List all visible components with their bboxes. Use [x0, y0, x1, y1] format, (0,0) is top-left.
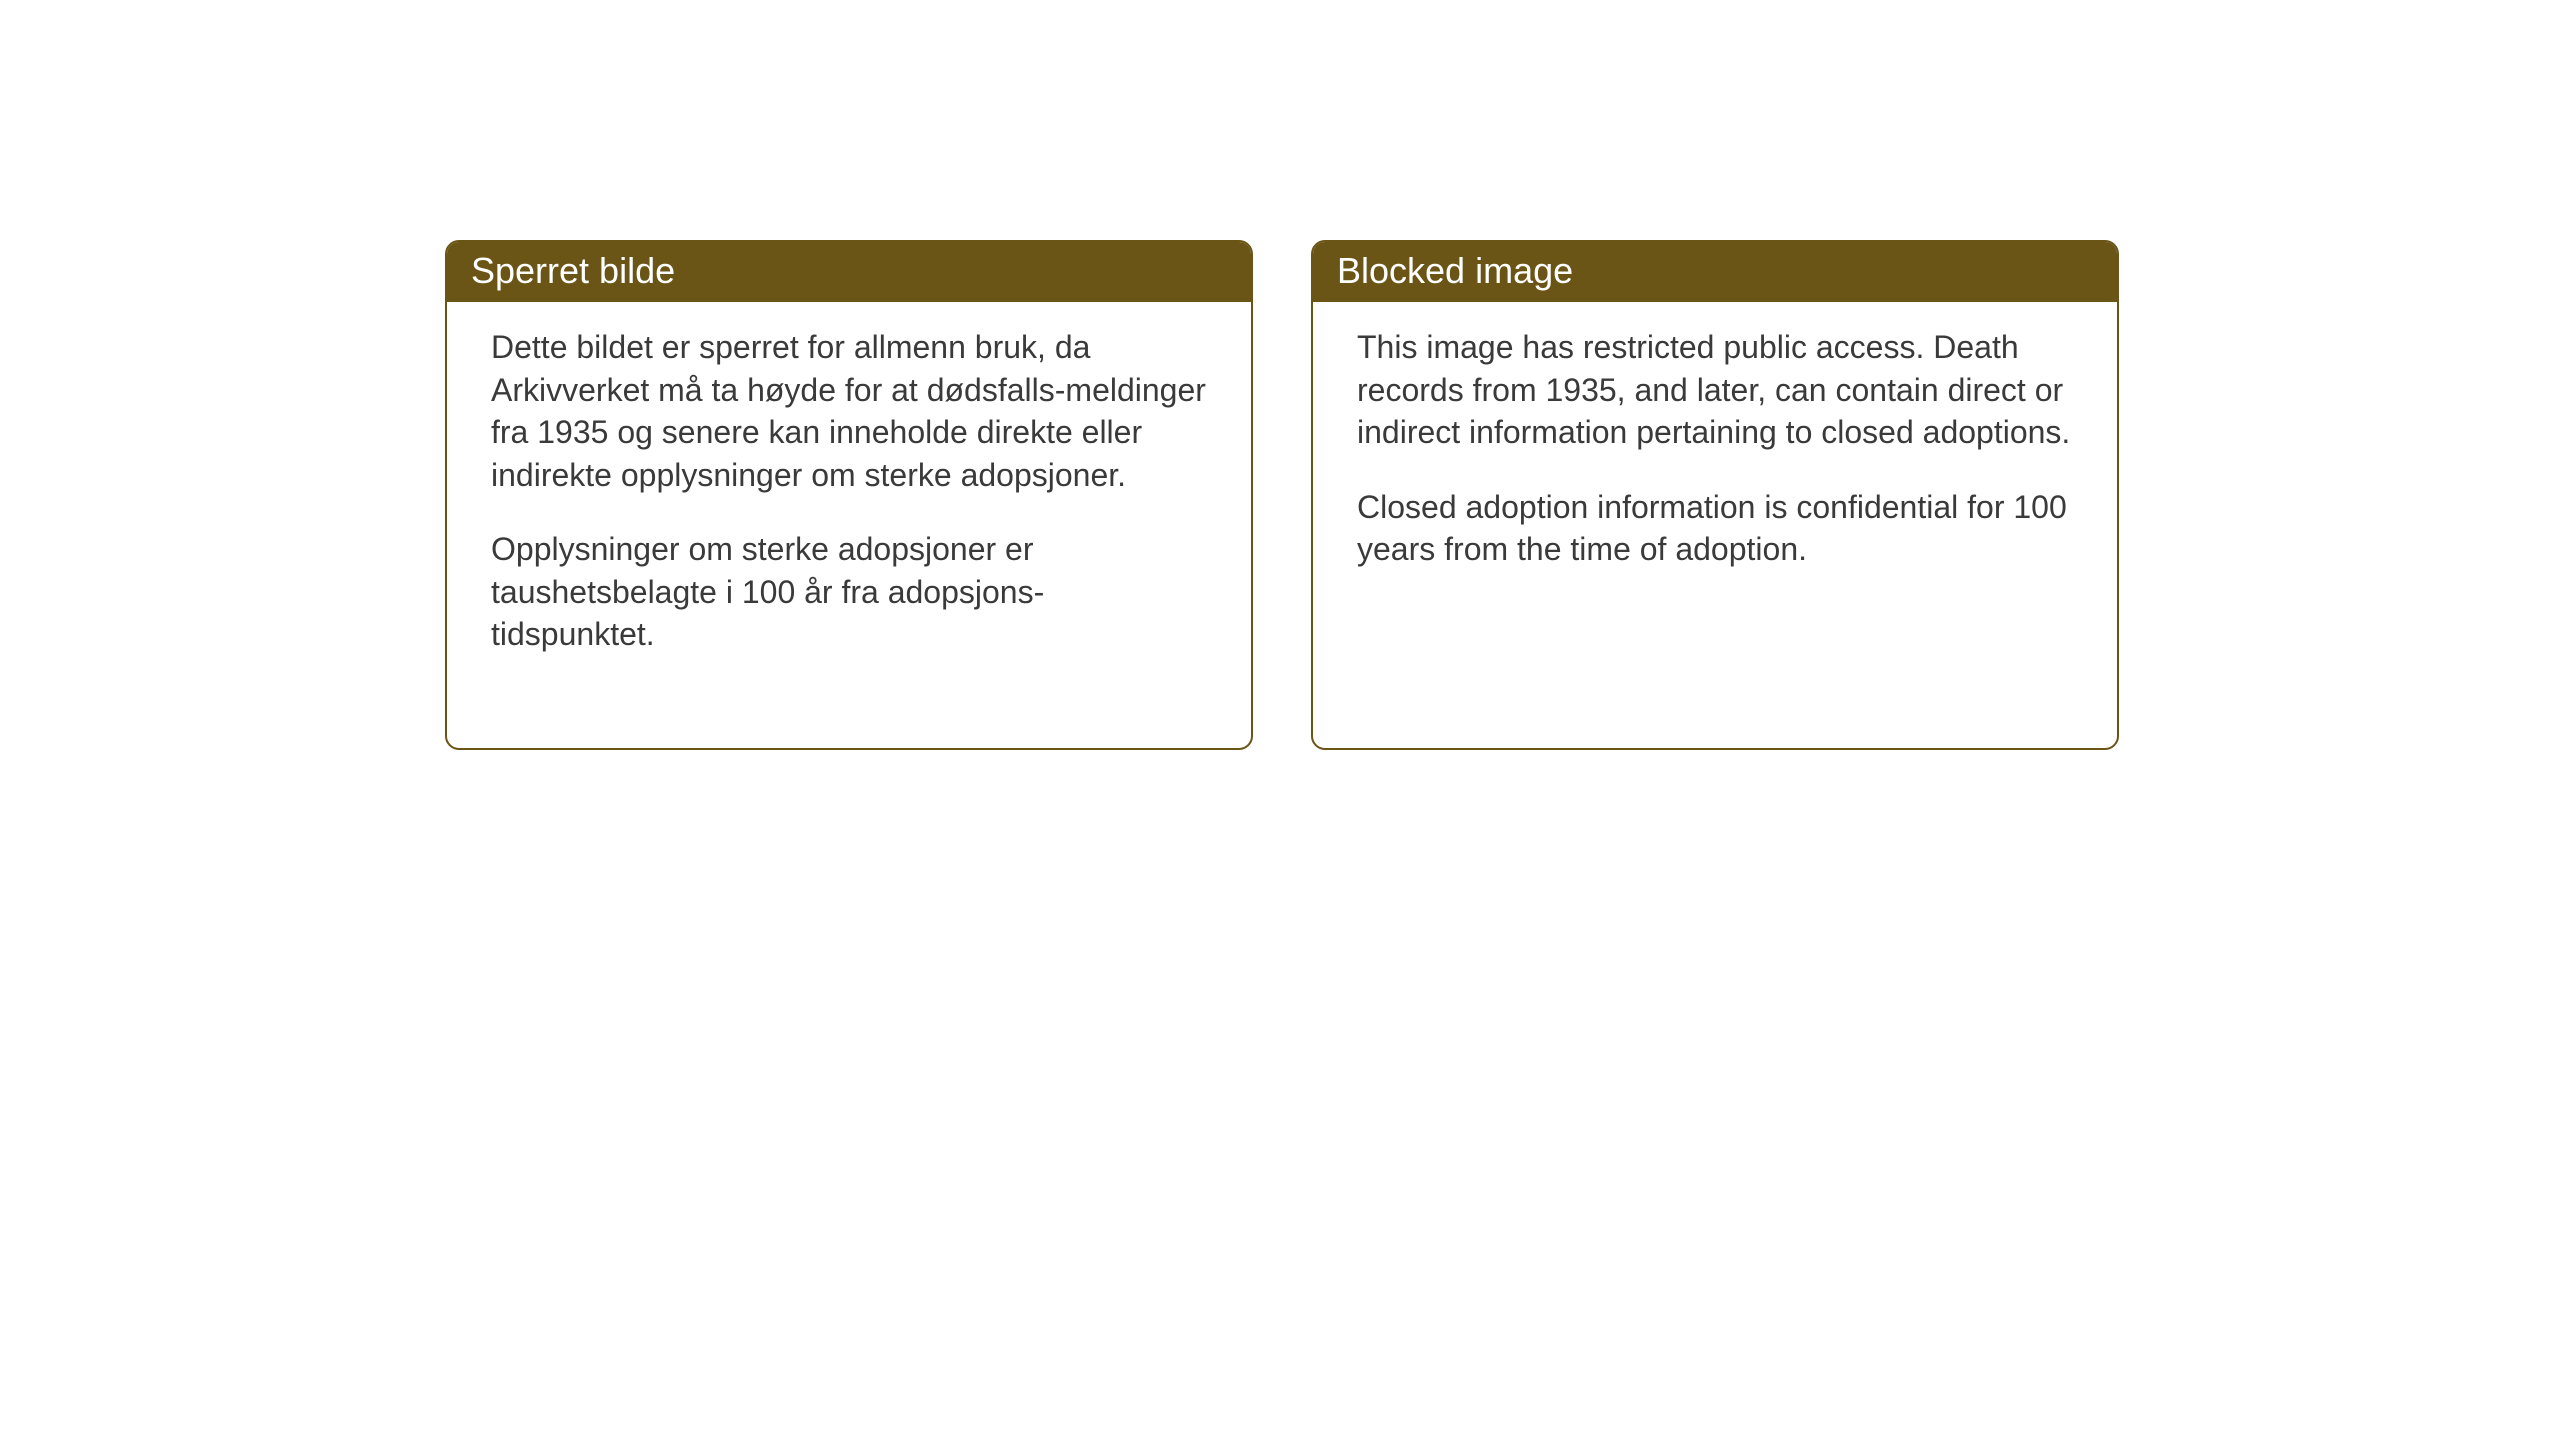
notice-header-english: Blocked image	[1313, 242, 2117, 302]
notice-paragraph-1-norwegian: Dette bildet er sperret for allmenn bruk…	[491, 326, 1207, 496]
notice-paragraph-2-english: Closed adoption information is confident…	[1357, 486, 2073, 571]
notice-card-english: Blocked image This image has restricted …	[1311, 240, 2119, 750]
notice-container: Sperret bilde Dette bildet er sperret fo…	[445, 240, 2119, 750]
notice-body-english: This image has restricted public access.…	[1313, 302, 2117, 748]
notice-paragraph-2-norwegian: Opplysninger om sterke adopsjoner er tau…	[491, 528, 1207, 656]
notice-body-norwegian: Dette bildet er sperret for allmenn bruk…	[447, 302, 1251, 748]
notice-paragraph-1-english: This image has restricted public access.…	[1357, 326, 2073, 454]
notice-title-norwegian: Sperret bilde	[471, 250, 675, 291]
notice-card-norwegian: Sperret bilde Dette bildet er sperret fo…	[445, 240, 1253, 750]
notice-title-english: Blocked image	[1337, 250, 1573, 291]
notice-header-norwegian: Sperret bilde	[447, 242, 1251, 302]
